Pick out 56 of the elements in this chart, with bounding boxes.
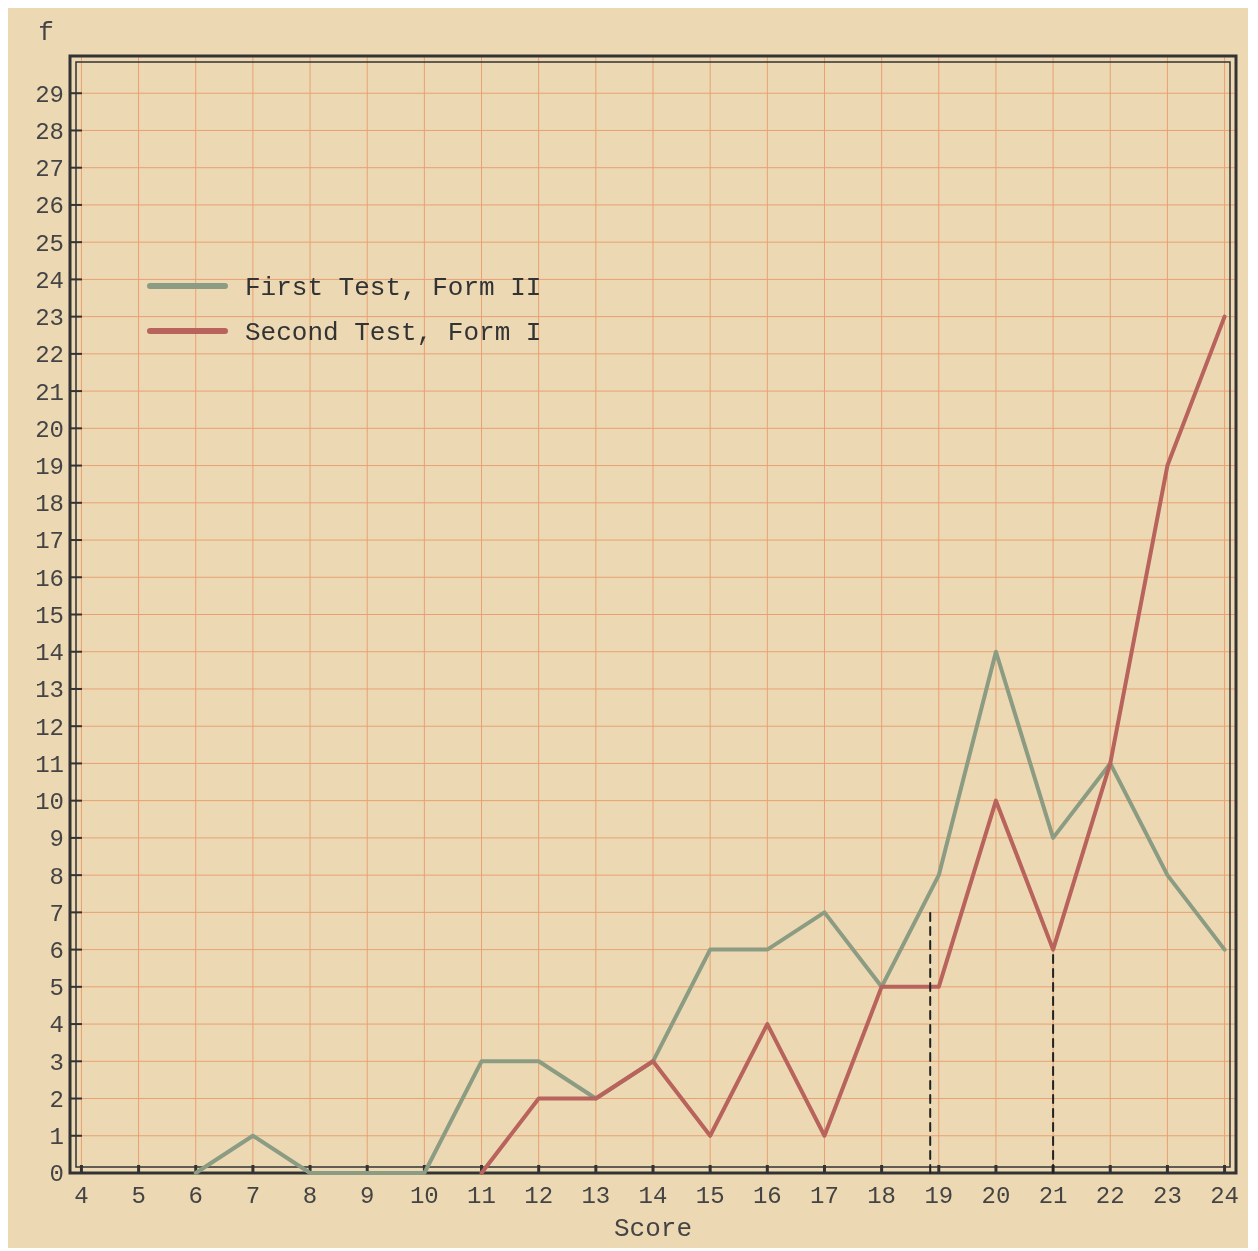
y-tick-label: 8	[49, 863, 64, 891]
x-tick-label: 4	[74, 1183, 89, 1210]
legend-label: First Test, Form II	[245, 273, 542, 304]
x-tick-label: 14	[638, 1183, 668, 1210]
y-tick-label: 23	[35, 305, 64, 333]
x-tick-label: 6	[188, 1183, 203, 1210]
x-tick-label: 22	[1095, 1183, 1125, 1210]
y-tick-label: 19	[35, 453, 64, 481]
x-tick-label: 10	[409, 1183, 439, 1210]
y-tick-label: 6	[49, 938, 64, 965]
y-tick-label: 20	[35, 416, 64, 444]
x-tick-label: 15	[695, 1183, 725, 1210]
x-tick-label: 11	[467, 1183, 496, 1210]
x-axis-title: Score	[613, 1214, 693, 1244]
y-tick-label: 3	[49, 1049, 64, 1077]
y-tick-label: 11	[35, 751, 64, 779]
line-series	[193, 649, 1227, 1175]
x-tick-label: 5	[131, 1183, 146, 1210]
y-tick-label: 28	[35, 118, 64, 146]
legend-label: Second Test, Form I	[245, 318, 542, 349]
y-tick-label: 21	[35, 379, 64, 407]
x-tick-label: 18	[867, 1183, 897, 1210]
x-tick-label: 23	[1153, 1183, 1182, 1210]
y-tick-label: 22	[35, 342, 64, 370]
x-tick-label: 7	[245, 1183, 261, 1210]
y-axis-title: f	[38, 18, 54, 48]
y-tick-label: 25	[35, 230, 64, 258]
y-tick-label: 4	[49, 1012, 64, 1040]
x-tick-label: 8	[302, 1183, 318, 1210]
y-tick-label: 16	[35, 565, 64, 593]
y-tick-label: 17	[35, 528, 64, 556]
y-tick-label: 29	[35, 81, 64, 109]
x-tick-label: 12	[524, 1183, 554, 1210]
y-tick-label: 9	[49, 826, 64, 854]
x-tick-label: 9	[360, 1183, 375, 1210]
y-tick-label: 12	[35, 714, 64, 742]
y-tick-label: 24	[35, 267, 64, 295]
x-tick-label: 19	[924, 1183, 954, 1210]
y-tick-label: 2	[49, 1086, 64, 1114]
x-tick-label: 17	[810, 1183, 839, 1210]
y-tick-label: 15	[35, 602, 64, 630]
x-tick-label: 24	[1210, 1183, 1239, 1210]
y-tick-label: 10	[35, 789, 64, 817]
y-tick-label: 5	[49, 975, 64, 1003]
y-tick-label: 7	[49, 900, 64, 928]
y-tick-label: 13	[35, 677, 64, 705]
y-tick-label: 27	[35, 156, 64, 184]
y-tick-label: 14	[35, 640, 64, 668]
y-tick-label: 18	[35, 491, 64, 519]
y-tick-label: 0	[49, 1161, 64, 1189]
x-tick-label: 16	[752, 1183, 782, 1210]
x-tick-label: 20	[981, 1183, 1011, 1210]
x-tick-label: 13	[581, 1183, 611, 1210]
x-tick-label: 21	[1038, 1183, 1068, 1210]
y-tick-label: 1	[49, 1124, 64, 1152]
y-tick-label: 26	[35, 193, 64, 221]
